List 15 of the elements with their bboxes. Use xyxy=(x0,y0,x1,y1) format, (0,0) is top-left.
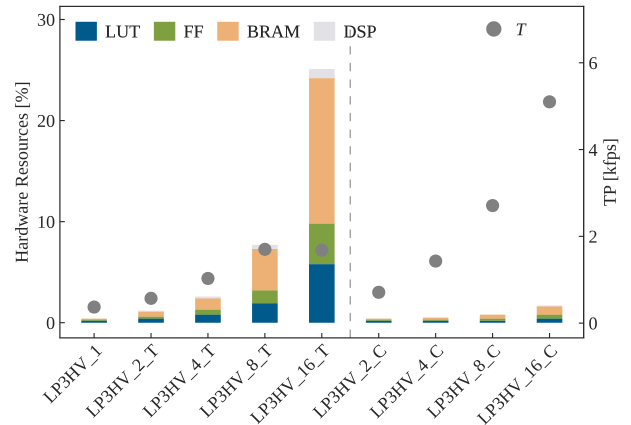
y2-tick-label: 4 xyxy=(588,144,598,156)
y2-tick-label: 6 xyxy=(589,57,598,70)
y-tick-label: 10 xyxy=(38,216,54,228)
y-tick-label: 30 xyxy=(38,14,54,26)
y-tick-label: 0 xyxy=(46,316,54,330)
legend-label: BRAM xyxy=(247,26,300,38)
y2-tick-label: 2 xyxy=(589,230,597,243)
legend-label: T xyxy=(516,23,527,36)
y-tick-label: 20 xyxy=(38,114,54,128)
y2-axis-title: TP [kfps] xyxy=(603,139,620,206)
y2-tick-label: 0 xyxy=(589,317,597,330)
y-axis-title: Hardware Resources [%] xyxy=(15,82,30,262)
legend-label: FF xyxy=(184,26,203,38)
legend-label: LUT xyxy=(106,26,140,38)
legend-label: DSP xyxy=(344,25,376,38)
